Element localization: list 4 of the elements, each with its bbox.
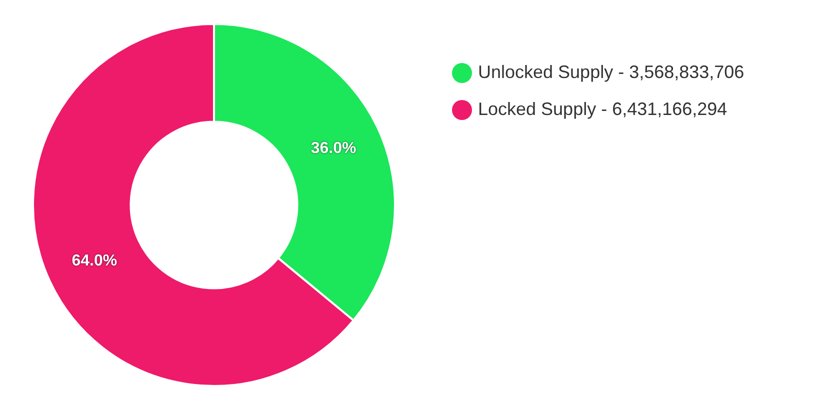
legend-label: Locked Supply - 6,431,166,294 xyxy=(478,99,728,120)
data-label: 36.0% xyxy=(310,140,356,158)
data-label: 64.0% xyxy=(72,252,118,270)
legend-label: Unlocked Supply - 3,568,833,706 xyxy=(478,62,744,83)
